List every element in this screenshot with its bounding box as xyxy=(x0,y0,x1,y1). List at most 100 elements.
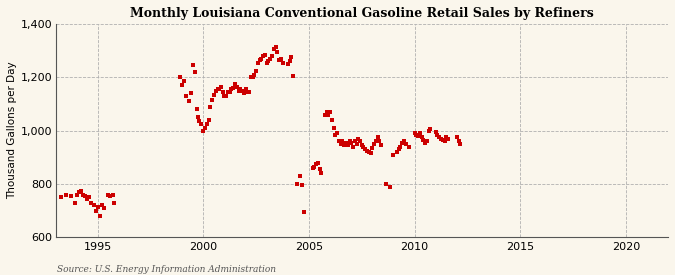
Point xyxy=(99,206,109,210)
Point xyxy=(217,90,228,94)
Point xyxy=(346,141,356,145)
Point xyxy=(207,98,217,102)
Point xyxy=(214,87,225,92)
Point xyxy=(103,192,113,197)
Point xyxy=(395,144,406,149)
Point xyxy=(374,139,385,144)
Point xyxy=(284,59,295,64)
Point xyxy=(453,139,464,144)
Point xyxy=(372,135,383,139)
Point xyxy=(295,174,306,178)
Point xyxy=(66,194,77,198)
Point xyxy=(314,167,325,172)
Point xyxy=(256,56,267,61)
Point xyxy=(413,134,424,138)
Point xyxy=(363,150,374,154)
Point xyxy=(242,90,252,94)
Point xyxy=(385,185,396,189)
Point xyxy=(221,94,232,98)
Point xyxy=(223,90,234,94)
Point xyxy=(365,151,376,156)
Point xyxy=(443,136,454,141)
Point xyxy=(224,90,235,94)
Point xyxy=(183,99,194,103)
Point xyxy=(358,144,369,149)
Point xyxy=(88,203,99,208)
Point xyxy=(367,146,378,150)
Point xyxy=(234,88,244,93)
Point xyxy=(95,214,105,218)
Point xyxy=(404,144,414,149)
Point xyxy=(435,136,446,141)
Point xyxy=(74,190,84,194)
Point xyxy=(388,152,399,157)
Point xyxy=(416,135,427,139)
Point xyxy=(244,90,254,94)
Point xyxy=(432,133,443,137)
Point xyxy=(351,142,362,146)
Point xyxy=(268,47,279,51)
Point xyxy=(411,133,422,137)
Y-axis label: Thousand Gallons per Day: Thousand Gallons per Day xyxy=(7,62,17,199)
Point xyxy=(333,139,344,144)
Point xyxy=(232,84,242,89)
Point xyxy=(260,52,271,57)
Point xyxy=(354,139,365,144)
Point xyxy=(434,135,445,139)
Point xyxy=(90,208,101,213)
Point xyxy=(341,141,352,145)
Point xyxy=(251,68,262,73)
Point xyxy=(350,139,360,144)
Point xyxy=(282,62,293,66)
Point xyxy=(219,94,230,98)
Point xyxy=(258,54,269,58)
Point xyxy=(188,63,198,67)
Point xyxy=(277,60,288,65)
Point xyxy=(200,126,211,130)
Point xyxy=(263,59,274,64)
Point xyxy=(418,138,429,142)
Point xyxy=(202,122,213,126)
Point xyxy=(327,118,338,122)
Title: Monthly Louisiana Conventional Gasoline Retail Sales by Refiners: Monthly Louisiana Conventional Gasoline … xyxy=(130,7,593,20)
Point xyxy=(414,131,425,136)
Point xyxy=(353,136,364,141)
Point xyxy=(425,127,436,131)
Point xyxy=(247,75,258,79)
Point xyxy=(181,94,192,98)
Point xyxy=(215,84,226,89)
Point xyxy=(348,144,358,149)
Point xyxy=(421,139,432,144)
Point xyxy=(397,141,408,145)
Point xyxy=(210,88,221,93)
Point xyxy=(78,192,88,197)
Point xyxy=(86,200,97,205)
Point xyxy=(226,87,237,92)
Point xyxy=(228,86,239,90)
Point xyxy=(203,118,214,122)
Point xyxy=(92,205,103,209)
Point xyxy=(272,50,283,54)
Point xyxy=(400,142,411,146)
Point xyxy=(265,56,275,61)
Point xyxy=(316,171,327,175)
Point xyxy=(107,192,118,197)
Point xyxy=(376,143,387,147)
Point xyxy=(82,197,92,201)
Point xyxy=(186,91,196,95)
Point xyxy=(237,88,248,93)
Point xyxy=(362,148,373,153)
Point xyxy=(335,142,346,146)
Point xyxy=(325,110,335,114)
Point xyxy=(192,107,202,111)
Point xyxy=(267,54,277,58)
Point xyxy=(371,139,381,144)
Point xyxy=(369,142,379,146)
Point xyxy=(261,60,272,65)
Point xyxy=(194,119,205,123)
Point xyxy=(84,195,95,200)
Point xyxy=(298,210,309,214)
Point xyxy=(286,55,297,59)
Point xyxy=(108,200,119,205)
Point xyxy=(270,44,281,49)
